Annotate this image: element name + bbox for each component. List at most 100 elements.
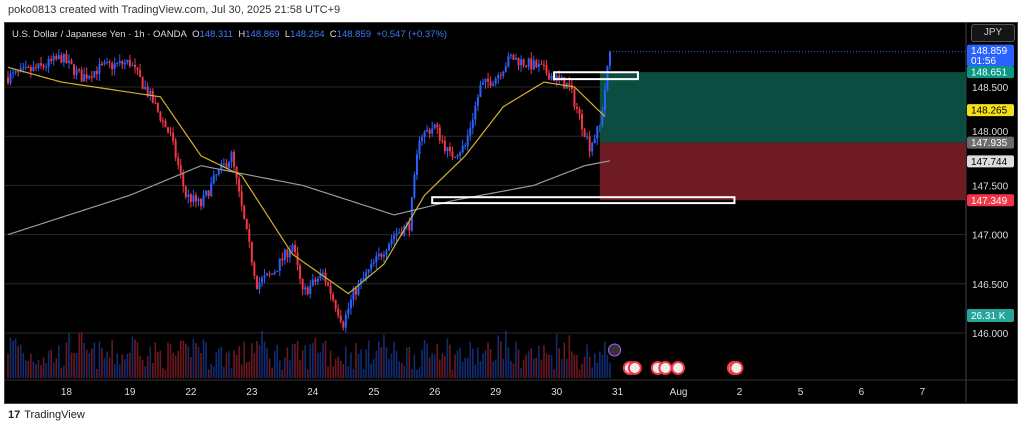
candle-body: [255, 275, 258, 290]
volume-bar: [433, 354, 436, 378]
price-label: 148.651: [971, 68, 1008, 79]
candle-body: [141, 76, 144, 89]
candle-body: [362, 277, 365, 280]
volume-bar: [101, 348, 103, 378]
volume-bar: [538, 345, 540, 378]
volume-bar: [502, 358, 505, 378]
volume-bar: [235, 354, 238, 378]
volume-bar: [131, 336, 134, 378]
volume-bar: [263, 341, 266, 378]
volume-bar: [423, 340, 426, 378]
volume-bar: [9, 337, 12, 378]
candle-body: [568, 83, 571, 85]
volume-bar: [489, 349, 492, 378]
candle-body: [217, 169, 220, 175]
candle-body: [273, 271, 276, 275]
candle-body: [398, 232, 401, 234]
candle-body: [93, 71, 96, 78]
candle-body: [126, 59, 129, 63]
x-tick-label: 30: [551, 387, 563, 398]
candle-body: [550, 75, 553, 80]
volume-bar: [520, 368, 522, 378]
candle-body: [177, 157, 180, 165]
candle-body: [314, 279, 317, 282]
volume-bar: [261, 331, 263, 378]
candle-body: [238, 178, 241, 192]
volume-bar: [70, 352, 73, 378]
candle-body: [113, 63, 116, 70]
volume-bar: [118, 364, 121, 378]
candle-body: [573, 89, 576, 107]
candle-body: [469, 128, 472, 136]
candle-body: [108, 61, 111, 64]
candle-body: [502, 71, 505, 76]
volume-bar: [322, 342, 324, 378]
volume-bar: [461, 361, 464, 378]
volume-bar: [456, 350, 459, 378]
candle-body: [240, 191, 243, 206]
volume-bar: [98, 341, 101, 378]
candle-body: [352, 288, 355, 300]
volume-bar: [431, 353, 433, 378]
volume-bar: [334, 358, 337, 378]
volume-bar: [195, 343, 197, 378]
candle-body: [583, 129, 586, 138]
candle-body: [466, 135, 469, 146]
volume-bar: [50, 349, 52, 378]
volume-bar: [126, 353, 129, 378]
volume-bar: [268, 358, 271, 378]
candle-body: [220, 163, 223, 170]
candle-body: [7, 77, 9, 84]
volume-bar: [532, 358, 535, 378]
candle-body: [149, 91, 152, 97]
candle-body: [227, 162, 230, 168]
volume-bar: [553, 369, 555, 378]
economic-event-icon: [671, 361, 686, 375]
volume-bar: [497, 335, 500, 378]
candle-body: [245, 218, 248, 230]
candle-body: [80, 70, 83, 82]
volume-bar: [266, 348, 268, 378]
candle-body: [65, 54, 68, 63]
volume-bar: [312, 343, 314, 378]
volume-bar: [294, 343, 296, 378]
volume-bar: [190, 356, 192, 378]
candle-body: [423, 131, 426, 138]
volume-bar: [273, 350, 276, 378]
candle-body: [154, 102, 157, 104]
volume-bar: [418, 367, 421, 378]
volume-bar: [451, 369, 454, 378]
candle-body: [50, 58, 53, 61]
volume-bar: [22, 352, 25, 378]
volume-bar: [383, 334, 385, 378]
candle-body: [504, 66, 507, 72]
volume-bar: [40, 365, 42, 378]
candle-body: [319, 274, 322, 279]
candle-body: [276, 271, 279, 273]
volume-bar: [299, 360, 301, 378]
volume-bar: [446, 338, 449, 378]
volume-bar: [482, 353, 484, 378]
volume-bar: [545, 353, 548, 378]
candle-body: [474, 105, 477, 120]
volume-bar: [416, 369, 418, 378]
stop-loss-zone: [599, 142, 966, 201]
volume-bar: [146, 356, 149, 378]
volume-bar: [385, 347, 388, 378]
volume-bar: [215, 352, 218, 378]
candle-body: [342, 321, 345, 328]
candle-body: [530, 58, 533, 70]
currency-button[interactable]: JPY: [971, 24, 1015, 42]
volume-bar: [314, 337, 317, 378]
volume-bar: [245, 362, 248, 378]
candle-body: [296, 252, 299, 266]
y-tick-label: 146.500: [972, 280, 1009, 291]
candle-body: [95, 71, 98, 75]
candle-body: [603, 89, 606, 111]
volume-bar: [124, 359, 126, 378]
candle-body: [558, 75, 561, 79]
x-tick-label: 23: [246, 387, 258, 398]
volume-bar: [286, 347, 289, 378]
candle-body: [560, 77, 563, 79]
